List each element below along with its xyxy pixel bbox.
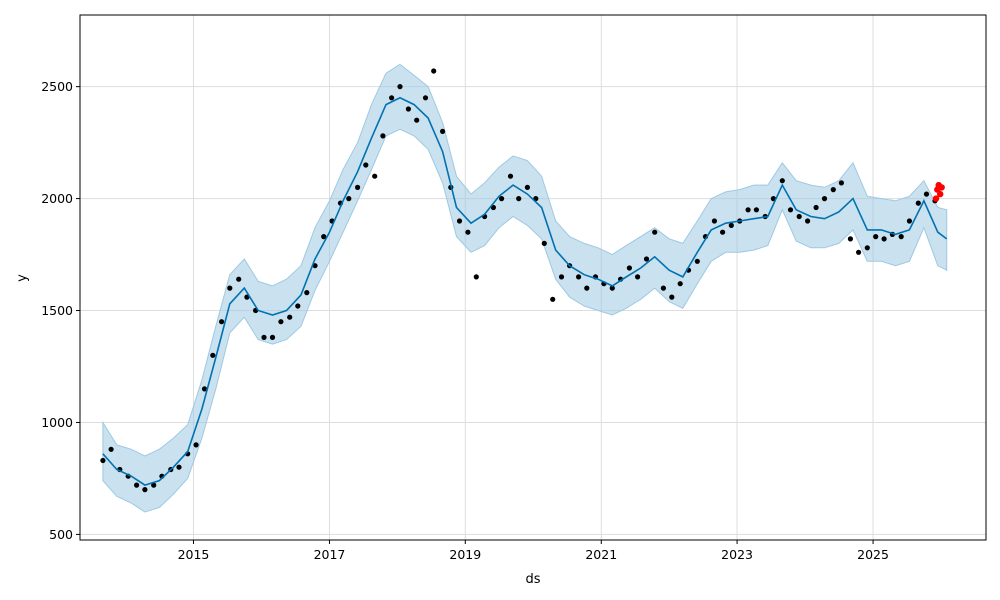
- observed-point: [923, 191, 930, 197]
- observed-point: [643, 256, 650, 262]
- x-tick-label: 2017: [314, 547, 346, 562]
- observed-point: [176, 464, 182, 470]
- x-tick-label: 2023: [721, 547, 753, 562]
- observed-point: [830, 187, 836, 193]
- observed-point: [346, 196, 352, 202]
- recent-actual-point: [938, 184, 945, 191]
- observed-point: [796, 213, 802, 220]
- observed-point: [677, 281, 683, 287]
- recent-actual-point: [937, 190, 944, 198]
- observed-point: [516, 196, 522, 202]
- observed-point: [881, 236, 887, 242]
- forecast-line: [102, 96, 948, 486]
- observed-point: [473, 274, 479, 280]
- y-tick-label: 2000: [41, 191, 73, 206]
- observed-point: [898, 234, 904, 240]
- observed-point: [499, 196, 505, 202]
- observed-point: [584, 285, 590, 291]
- observed-point: [847, 236, 854, 242]
- y-tick-label: 500: [49, 527, 73, 542]
- observed-point: [227, 285, 233, 291]
- observed-point: [779, 178, 785, 184]
- observed-point: [821, 196, 828, 202]
- observed-point: [753, 207, 760, 213]
- observed-point: [304, 290, 310, 296]
- observed-point: [422, 95, 429, 101]
- y-tick-label: 1500: [41, 303, 73, 318]
- observed-point: [524, 184, 531, 190]
- observed-point: [269, 334, 276, 340]
- observed-point: [295, 303, 301, 309]
- observed-point: [405, 106, 411, 112]
- observed-point: [728, 222, 734, 228]
- x-axis-title: ds: [525, 572, 540, 587]
- uncertainty-band-layer: [102, 63, 948, 513]
- observed-point: [873, 234, 879, 240]
- observed-point: [652, 229, 658, 235]
- observed-point: [635, 274, 641, 280]
- x-tick-label: 2019: [449, 547, 481, 562]
- x-tick-label: 2015: [178, 547, 210, 562]
- observed-point: [507, 173, 514, 179]
- observed-point: [151, 482, 157, 488]
- observed-point: [219, 319, 225, 325]
- observed-point: [380, 133, 386, 139]
- observed-point: [558, 274, 565, 280]
- observed-point: [456, 218, 463, 224]
- observed-point: [193, 442, 199, 448]
- x-tick-label: 2025: [857, 547, 889, 562]
- observed-point: [261, 334, 267, 340]
- observed-point: [550, 296, 556, 302]
- y-axis-title: y: [15, 274, 30, 282]
- observed-point: [609, 285, 615, 291]
- forecast-line-layer: [102, 96, 948, 486]
- observed-point: [906, 218, 913, 224]
- observed-point: [440, 128, 446, 134]
- uncertainty-band: [102, 63, 948, 513]
- observed-point: [787, 207, 794, 213]
- observed-point: [363, 162, 369, 168]
- observed-point: [389, 95, 395, 101]
- recent-actuals-layer: [932, 181, 945, 202]
- observed-point: [669, 294, 675, 300]
- observed-point: [201, 386, 208, 392]
- observed-point: [108, 446, 114, 452]
- observed-point: [711, 218, 718, 224]
- observed-point: [864, 245, 870, 251]
- observed-point: [856, 249, 862, 255]
- observed-point: [805, 218, 811, 224]
- observed-point: [210, 352, 216, 358]
- axis-ticks: 500 1000 1500 2000 2500 2015 2017 2019 2021 2023 2…: [41, 79, 889, 562]
- observed-point: [414, 117, 420, 123]
- observed-point: [397, 84, 403, 90]
- observed-point: [720, 229, 726, 235]
- observed-point: [355, 184, 361, 190]
- observed-point: [321, 234, 327, 240]
- observed-point: [660, 285, 667, 291]
- observed-point: [134, 482, 140, 488]
- observed-point: [838, 180, 845, 186]
- observed-point: [541, 240, 547, 246]
- observed-point: [236, 276, 242, 282]
- observed-point: [431, 68, 437, 74]
- observed-point: [813, 204, 819, 211]
- observed-point: [745, 207, 751, 213]
- observed-point: [287, 314, 293, 320]
- observed-point: [278, 319, 284, 325]
- observed-point: [626, 265, 633, 271]
- observed-point: [465, 229, 471, 235]
- recent-actual-point: [932, 195, 940, 202]
- y-tick-label: 2500: [41, 79, 73, 94]
- observed-point: [142, 487, 148, 493]
- y-tick-label: 1000: [41, 415, 73, 430]
- x-tick-label: 2021: [585, 547, 617, 562]
- observed-point: [576, 274, 582, 280]
- observed-point: [915, 200, 921, 206]
- observed-point: [372, 173, 378, 179]
- observed-point: [694, 258, 700, 264]
- plot-area-frame: [79, 14, 987, 541]
- observed-point: [100, 457, 106, 464]
